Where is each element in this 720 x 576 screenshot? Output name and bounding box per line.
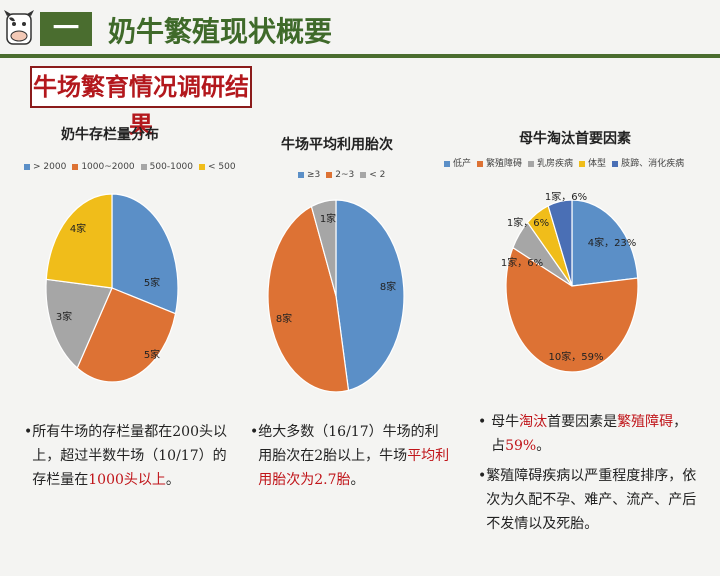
legend-swatch (360, 171, 367, 178)
legend-label: 500-1000 (149, 162, 194, 172)
legend-label: 繁殖障碍 (486, 159, 523, 169)
legend-swatch (140, 163, 147, 170)
legend-label: 肢蹄、消化疾病 (621, 159, 685, 169)
legend-swatch (298, 171, 304, 178)
legend-label: 乳房疾病 (537, 159, 574, 169)
legend-label: 低产 (453, 159, 472, 169)
text3-part-a: 母牛 (491, 414, 520, 430)
pie-data-label: 1家，6% (501, 256, 543, 269)
legend-label: 体型 (588, 159, 607, 169)
legend-swatch (579, 160, 586, 167)
text-block-2: • 绝大多数（16/17）牛场的利用胎次在2胎以上，牛场平均利用胎次为2.7胎。 (250, 424, 450, 488)
pie-slice (267, 205, 350, 393)
pie-data-label: 8家 (276, 312, 292, 325)
pie-data-label: 4家，23% (588, 236, 637, 249)
legend-label: < 2 (369, 170, 386, 180)
pie-data-label: 1家，6% (545, 192, 587, 203)
pie-data-label: 8家 (380, 280, 396, 293)
legend-label: 2~3 (335, 170, 355, 180)
legend-label: ≥3 (307, 170, 321, 180)
text3-part-e: ，占 (491, 414, 688, 454)
cow-logo-icon (4, 10, 34, 45)
legend-swatch (444, 160, 450, 167)
chart3-pie: 4家，23% 10家，59% 1家，6% 1家，6% 1家，6% (501, 192, 639, 373)
pie-slice (310, 199, 337, 297)
pie-data-label: 5家 (144, 348, 160, 361)
legend-swatch (528, 160, 535, 167)
header-divider (0, 54, 720, 58)
text3-highlight-a: 淘汰 (519, 414, 548, 430)
text3-highlight-c: 59% (505, 438, 537, 454)
pie-slice (547, 199, 573, 287)
text3-highlight-b: 繁殖障碍 (617, 414, 674, 430)
chart2-title: 牛场平均利用胎次 (281, 137, 393, 153)
pie-slice (45, 193, 113, 289)
text2-highlight: 平均利用胎次为2.7胎 (258, 448, 450, 488)
page-title: 奶牛繁殖现状概要 (108, 15, 333, 48)
pie-slice (335, 199, 405, 392)
chart1-title: 奶牛存栏量分布 (61, 127, 159, 143)
legend-label: < 500 (208, 162, 236, 172)
pie-slice (571, 199, 639, 287)
text3-second-bullet: 繁殖障碍疾病以严重程度排序，依次为久配不孕、难产、流产、产后不发情以及死胎。 (486, 468, 697, 532)
pie-data-label: 3家 (56, 310, 72, 323)
pie-data-label: 10家，59% (549, 350, 604, 363)
header: 一 奶牛繁殖现状概要 (0, 0, 720, 58)
text3-part-c: 首要因素是 (547, 414, 618, 430)
text1-end: 。 (165, 472, 180, 488)
text-block-3: • 母牛淘汰首要因素是繁殖障碍，占59%。 • 繁殖障碍疾病以严重程度排序，依次为… (478, 410, 700, 536)
text2-end: 。 (350, 472, 365, 488)
pie-data-label: 1家 (320, 212, 336, 225)
pie-slice (45, 278, 113, 369)
chart3-title: 母牛淘汰首要因素 (519, 131, 631, 147)
pie-slice (505, 246, 639, 373)
chart2-pie: 8家 8家 1家 (267, 199, 405, 393)
chart1-pie: 5家 5家 3家 4家 (45, 193, 179, 383)
legend-swatch (24, 163, 30, 170)
text1-main: 所有牛场的存栏量都在200头以上，超过半数牛场（10/17）的存栏量在 (32, 424, 227, 488)
pie-data-label: 4家 (70, 222, 86, 235)
legend-swatch (199, 163, 206, 170)
legend-swatch (612, 160, 619, 167)
text-block-1: • 所有牛场的存栏量都在200头以上，超过半数牛场（10/17）的存栏量在100… (24, 424, 227, 488)
text1-highlight: 1000头以上 (88, 472, 166, 488)
section-number-tab: 一 (40, 12, 92, 46)
legend-label: 1000~2000 (81, 162, 135, 172)
section-subtitle: 牛场繁育情况调研结果 (30, 66, 252, 139)
legend-swatch (326, 171, 333, 178)
text3-part-g: 。 (536, 438, 551, 454)
pie-data-label: 1家，6% (507, 216, 549, 229)
pie-slice (111, 193, 179, 315)
chart3-legend: 低产 繁殖障碍 乳房疾病 体型 肢蹄、消化疾病 (438, 156, 684, 169)
legend-swatch (72, 163, 79, 170)
legend-swatch (477, 160, 484, 167)
legend-label: > 2000 (33, 162, 67, 172)
text2-main: 绝大多数（16/17）牛场的利用胎次在2胎以上，牛场 (258, 424, 439, 464)
chart1-legend: > 2000 1000~2000 500-1000 < 500 (18, 162, 236, 172)
chart2-legend: ≥3 2~3 < 2 (292, 170, 385, 180)
pie-data-label: 5家 (144, 276, 160, 289)
